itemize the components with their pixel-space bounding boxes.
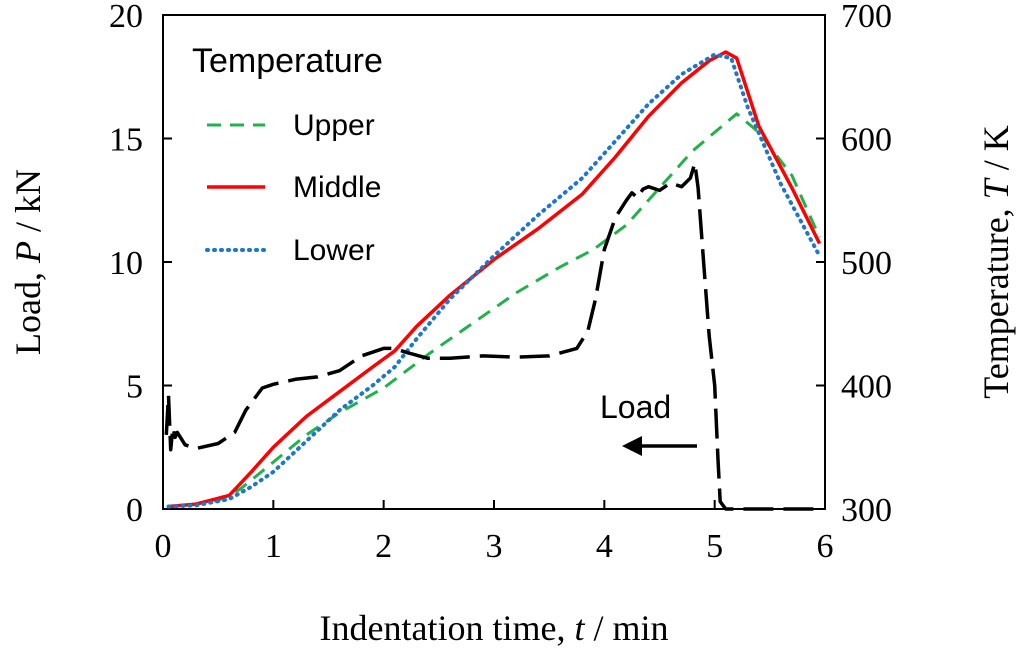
y-right-tick-label: 300 bbox=[841, 492, 892, 529]
y-right-tick-label: 600 bbox=[841, 122, 892, 159]
x-tick-label: 0 bbox=[155, 528, 172, 565]
x-axis-ticks: 0 1 2 3 4 5 6 bbox=[155, 500, 834, 565]
y-right-tick-label: 500 bbox=[841, 245, 892, 282]
series-line-upper bbox=[168, 112, 821, 508]
y-left-tick-label: 15 bbox=[109, 122, 143, 159]
legend-label-upper: Upper bbox=[293, 109, 375, 142]
load-annotation-text: Load bbox=[600, 389, 671, 425]
x-tick-label: 4 bbox=[596, 528, 613, 565]
y-right-axis-label-var: T bbox=[976, 176, 1016, 199]
y-left-tick-label: 20 bbox=[109, 0, 143, 35]
series-line-middle bbox=[168, 50, 822, 509]
y-left-axis-label: Load, P / kN bbox=[8, 169, 48, 355]
y-right-tick-label: 700 bbox=[841, 0, 892, 35]
plot-frame bbox=[162, 14, 826, 510]
legend: Temperature Upper Middle Lower bbox=[192, 42, 383, 267]
y-left-tick-label: 10 bbox=[109, 245, 143, 282]
series-line-load bbox=[164, 161, 820, 511]
series-line-lower bbox=[166, 52, 822, 509]
x-tick-label: 5 bbox=[706, 528, 723, 565]
load-annotation: Load bbox=[600, 389, 697, 456]
y-left-tick-label: 0 bbox=[126, 492, 143, 529]
x-tick-label: 1 bbox=[265, 528, 282, 565]
x-tick-label: 6 bbox=[817, 528, 834, 565]
y-right-tick-label: 400 bbox=[841, 369, 892, 406]
y-right-axis-label-suffix: / K bbox=[976, 125, 1016, 179]
y-left-axis-label-prefix: Load, bbox=[8, 263, 48, 355]
y-left-axis-label-suffix: / kN bbox=[8, 169, 48, 241]
load-annotation-arrow-head bbox=[622, 436, 642, 456]
series-group bbox=[164, 50, 822, 511]
legend-label-lower: Lower bbox=[293, 234, 375, 267]
y-right-axis-label-prefix: Temperature, bbox=[976, 199, 1016, 398]
x-tick-label: 2 bbox=[375, 528, 392, 565]
x-axis-label-var: t bbox=[574, 608, 585, 648]
y-left-axis-ticks: 0 5 10 15 20 bbox=[109, 0, 172, 529]
legend-title: Temperature bbox=[192, 42, 383, 80]
x-tick-label: 3 bbox=[486, 528, 503, 565]
y-left-tick-label: 5 bbox=[126, 369, 143, 406]
x-axis-label-suffix: / min bbox=[584, 608, 668, 648]
y-right-axis-ticks: 300 400 500 600 700 bbox=[816, 0, 892, 529]
x-axis-label-prefix: Indentation time, bbox=[320, 608, 575, 648]
y-left-axis-label-var: P bbox=[8, 241, 48, 264]
legend-label-middle: Middle bbox=[293, 171, 381, 204]
x-axis-label: Indentation time, t / min bbox=[320, 608, 669, 648]
y-right-axis-label: Temperature, T / K bbox=[976, 125, 1016, 398]
